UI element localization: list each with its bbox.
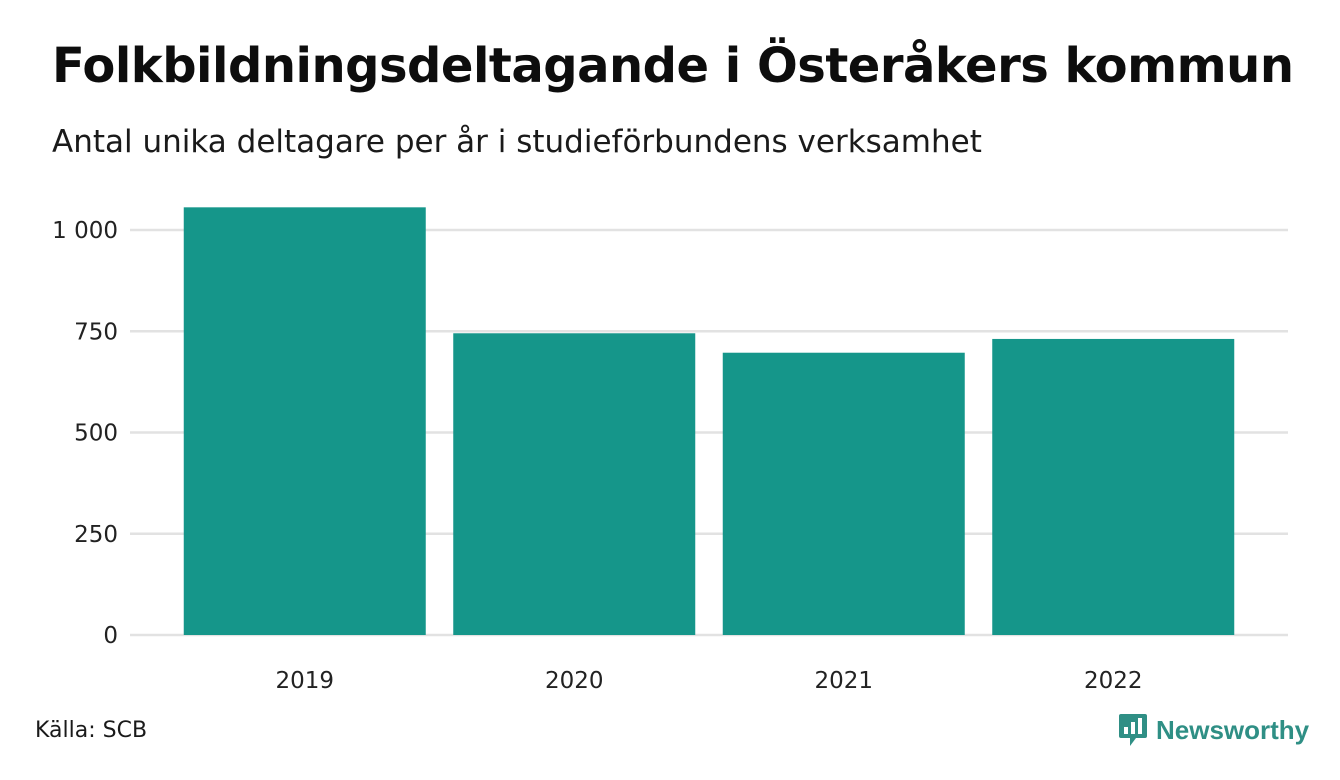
x-tick-label: 2021 [814, 668, 873, 694]
bar-2021 [722, 352, 965, 635]
y-tick-label: 750 [74, 319, 118, 345]
y-tick-label: 1 000 [52, 218, 118, 244]
x-tick-label: 2019 [275, 668, 334, 694]
x-tick-label: 2020 [545, 668, 604, 694]
chart-subtitle: Antal unika deltagare per år i studieför… [52, 124, 982, 160]
source-note: Källa: SCB [35, 718, 148, 743]
y-axis-tick-labels: 0 250 500 750 1 000 [52, 218, 118, 649]
bar-2019 [183, 207, 426, 635]
y-tick-label: 500 [74, 421, 118, 447]
chart-title: Folkbildningsdeltagande i Österåkers kom… [52, 38, 1294, 94]
y-tick-label: 0 [103, 623, 118, 649]
bars [183, 207, 1235, 635]
brand: Newsworthy [1118, 712, 1309, 748]
brand-name: Newsworthy [1156, 714, 1310, 745]
x-axis-tick-labels: 2019 2020 2021 2022 [275, 668, 1142, 694]
y-tick-label: 250 [74, 522, 118, 548]
newsworthy-logo-icon [1119, 714, 1147, 746]
x-tick-label: 2022 [1084, 668, 1143, 694]
bar-2022 [992, 338, 1235, 635]
bar-2020 [453, 333, 696, 635]
